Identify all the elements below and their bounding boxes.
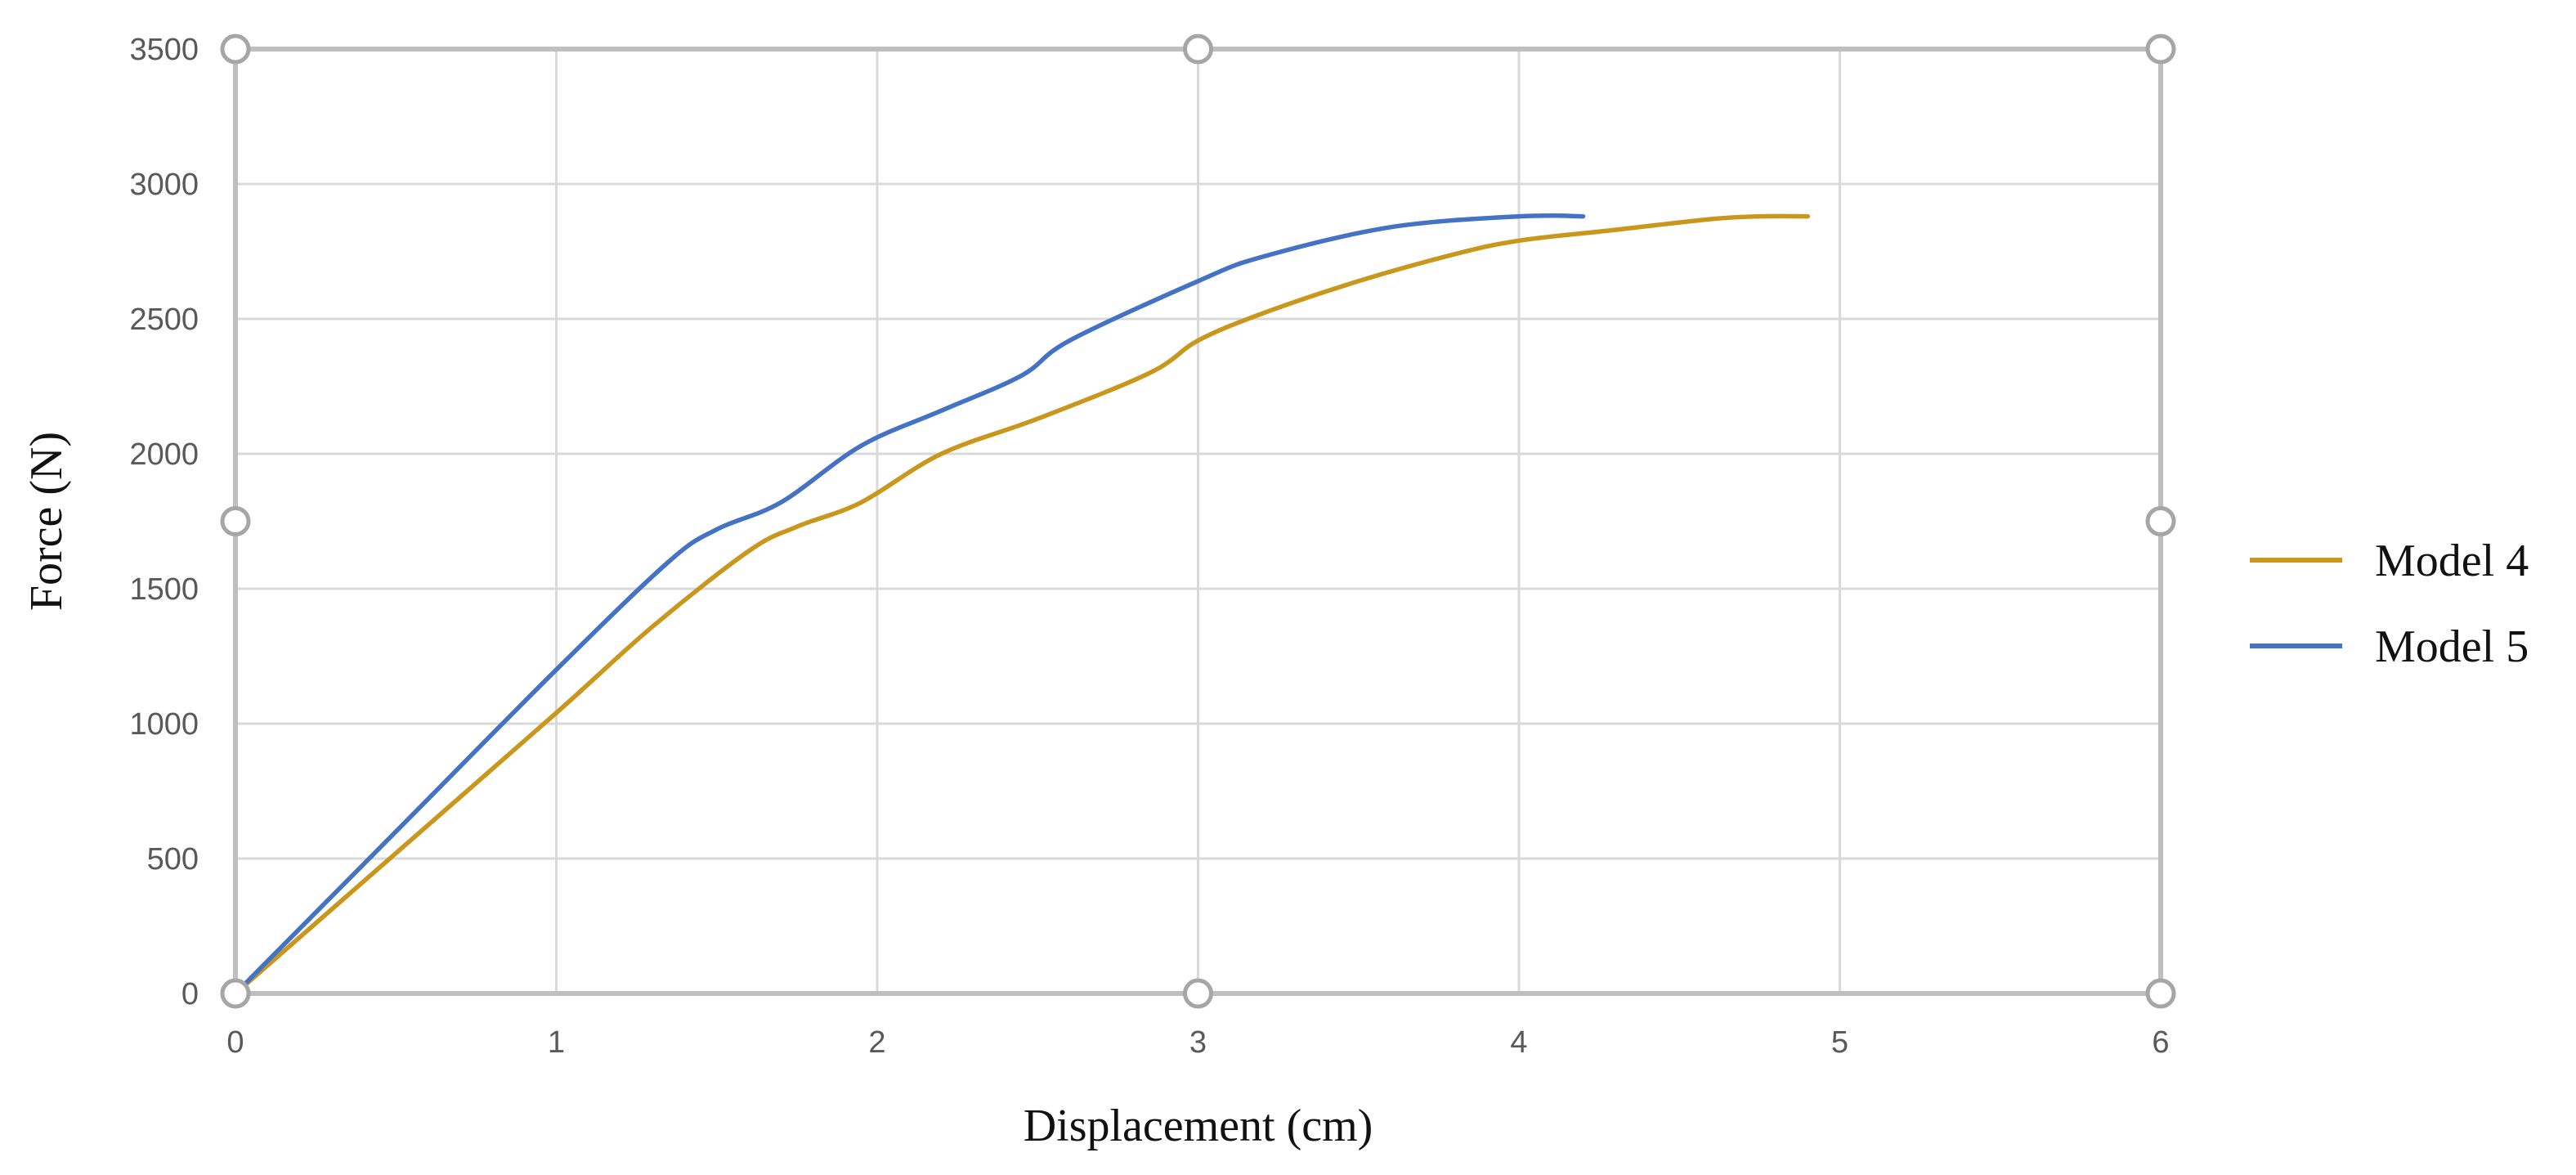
series-layer	[233, 213, 1811, 996]
resize-handle	[1183, 978, 1213, 1009]
tick-labels: 0 1 2 3 4 5 6 0 500 1000 1500 2000 2500 3000 3500	[129, 33, 2169, 1060]
x-tick-label: 1	[548, 1025, 565, 1060]
y-axis-title: Force (N)	[21, 432, 72, 611]
series-line-model-4	[233, 213, 1811, 996]
y-tick-label: 3500	[129, 33, 199, 67]
legend: Model 4 Model 5	[2250, 536, 2529, 672]
resize-handle	[2145, 978, 2176, 1009]
x-axis-title: Displacement (cm)	[1024, 1101, 1373, 1151]
y-tick-label: 500	[147, 842, 199, 877]
y-tick-label: 3000	[129, 168, 199, 202]
y-tick-label: 0	[181, 977, 199, 1011]
resize-handle	[220, 978, 251, 1009]
y-tick-label: 1500	[129, 572, 199, 607]
legend-label: Model 4	[2375, 536, 2529, 586]
series-line-model-5	[233, 213, 1586, 996]
resize-handle	[2145, 34, 2176, 65]
x-tick-label: 4	[1510, 1025, 1527, 1060]
y-tick-label: 2000	[129, 437, 199, 472]
resize-handle	[220, 34, 251, 65]
x-tick-label: 6	[2152, 1025, 2169, 1060]
grid	[235, 49, 2161, 993]
legend-label: Model 5	[2375, 621, 2529, 672]
resize-handle	[220, 506, 251, 536]
selection-handles	[220, 34, 2176, 1009]
x-tick-label: 3	[1189, 1025, 1207, 1060]
y-tick-label: 1000	[129, 707, 199, 742]
x-tick-label: 0	[226, 1025, 244, 1060]
resize-handle	[1183, 34, 1213, 65]
x-tick-label: 5	[1831, 1025, 1848, 1060]
resize-handle	[2145, 506, 2176, 536]
y-tick-label: 2500	[129, 303, 199, 337]
x-tick-label: 2	[868, 1025, 885, 1060]
